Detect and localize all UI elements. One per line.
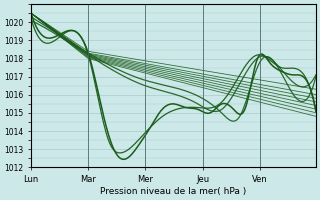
X-axis label: Pression niveau de la mer( hPa ): Pression niveau de la mer( hPa ) (100, 187, 247, 196)
